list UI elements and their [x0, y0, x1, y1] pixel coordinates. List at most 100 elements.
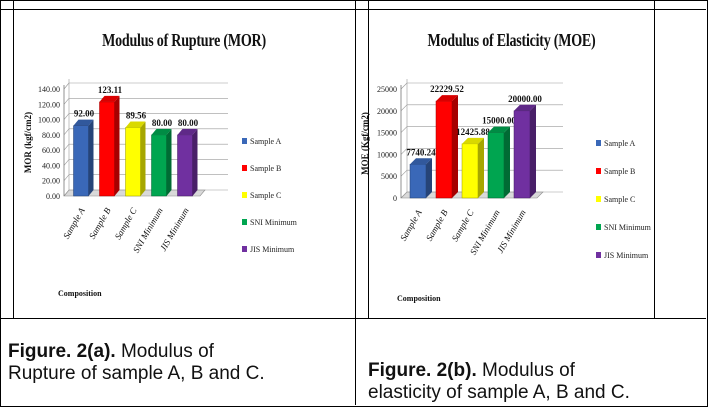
legend-swatch — [596, 196, 601, 202]
bar-side — [192, 128, 198, 196]
legend-swatch — [242, 165, 247, 171]
y-tick-label: 25000 — [377, 85, 397, 94]
bar — [99, 101, 115, 197]
table-divider-left — [13, 0, 14, 318]
data-label: 89.56 — [126, 111, 147, 121]
moe-chart-plot: 0 5000 10000 15000 20000 25000 MOE (Kgf/cm2) 77… — [360, 79, 652, 303]
data-label: 15000.00 — [482, 116, 516, 126]
table-divider-middle — [355, 0, 356, 405]
bar-side — [114, 95, 120, 196]
gridline — [63, 189, 70, 197]
data-label: 7740.24 — [406, 147, 436, 157]
legend-label: Sample C — [604, 195, 635, 204]
table-divider-right — [654, 0, 655, 318]
bar-top — [125, 121, 146, 128]
x-tick-label: Sample B — [87, 206, 113, 241]
legend-swatch — [596, 224, 601, 230]
y-tick-label: 40.00 — [42, 161, 60, 170]
y-tick-label: 20.00 — [42, 177, 60, 186]
bar-top — [177, 128, 198, 135]
bar-side — [452, 95, 458, 198]
data-label: 12425.88 — [456, 127, 490, 137]
bar-side — [426, 158, 432, 198]
y-tick-label: 5000 — [381, 172, 397, 181]
bar-top — [99, 95, 120, 102]
legend-swatch — [596, 168, 601, 174]
bar — [151, 134, 167, 197]
bar — [487, 132, 505, 199]
chart-title: Modulus of Rupture (MOR) — [102, 30, 266, 50]
caption-text: Modulus of — [120, 341, 214, 362]
legend-label: SNI Minimum — [604, 223, 652, 232]
bar-side — [504, 126, 510, 198]
gridline — [400, 82, 408, 90]
bar-top — [462, 137, 484, 144]
bar — [435, 100, 453, 199]
legend-label: JIS Minimum — [604, 251, 649, 260]
gridline — [63, 82, 70, 90]
bar — [513, 110, 531, 199]
y-tick-label: 140.00 — [38, 85, 60, 94]
y-tick-label: 10000 — [377, 150, 397, 159]
caption-label: Figure. 2(b). — [368, 360, 477, 381]
legend-label: Sample A — [250, 137, 282, 146]
data-label: 22229.52 — [430, 84, 464, 94]
legend-swatch — [596, 140, 601, 146]
y-tick-label: 0.00 — [46, 192, 60, 201]
gridline — [63, 128, 70, 136]
y-axis-label: MOR (kgf/cm2) — [23, 112, 33, 173]
bar-side — [166, 128, 172, 196]
table-rule-top — [0, 9, 706, 10]
moe-chart: Modulus of Elasticity (MOE) 0 5000 10000 15… — [360, 10, 654, 318]
data-label: 92.00 — [74, 109, 95, 119]
legend-label: SNI Minimum — [250, 218, 298, 227]
legend-swatch — [242, 219, 247, 225]
bar-side — [88, 119, 94, 196]
bar — [409, 164, 427, 199]
bar-top — [410, 158, 432, 165]
caption-text: Rupture of sample A, B and C. — [8, 363, 265, 384]
data-label: 123.11 — [98, 85, 123, 95]
gridline — [400, 104, 408, 112]
x-tick-label: Sample B — [424, 208, 450, 243]
mor-chart-plot: 0.00 20.00 40.00 60.00 80.00 100.00 120.00 140.… — [23, 79, 298, 298]
x-tick-label: Sample A — [61, 206, 87, 241]
caption-text: elasticity of sample A, B and C. — [368, 382, 630, 403]
bar-top — [436, 95, 458, 102]
gridline — [400, 169, 408, 177]
gridline — [63, 143, 70, 151]
bar — [73, 125, 89, 197]
y-tick-label: 15000 — [377, 129, 397, 138]
bar-side — [530, 104, 536, 198]
gridline — [400, 126, 408, 133]
gridline — [63, 159, 70, 166]
y-tick-label: 60.00 — [42, 146, 60, 155]
legend-label: Sample A — [604, 139, 636, 148]
data-label: 80.00 — [178, 118, 199, 128]
gridline — [63, 98, 70, 105]
legend-swatch — [596, 252, 601, 258]
x-axis-label: Composition — [397, 294, 441, 303]
table-divider-inner — [368, 0, 369, 318]
figure-caption-a: Figure. 2(a). Modulus of Rupture of samp… — [8, 341, 353, 385]
x-tick-label: Sample C — [450, 207, 477, 243]
bar-top — [73, 119, 94, 126]
gridline — [400, 191, 408, 199]
x-tick-label: Sample A — [398, 208, 424, 243]
y-tick-label: 120.00 — [38, 100, 60, 109]
legend-label: Sample B — [250, 164, 281, 173]
x-axis-label: Composition — [58, 289, 102, 298]
y-tick-label: 80.00 — [42, 131, 60, 140]
bar-top — [488, 126, 510, 133]
y-tick-label: 0 — [393, 194, 397, 203]
bar-top — [514, 104, 536, 111]
data-label: 80.00 — [152, 118, 173, 128]
figure-caption-b: Figure. 2(b). Modulus of elasticity of s… — [368, 360, 706, 404]
bar — [125, 127, 141, 197]
data-label: 20000.00 — [508, 94, 542, 104]
x-tick-label: Sample C — [113, 205, 140, 241]
bar-side — [478, 137, 484, 198]
legend-label: Sample B — [604, 167, 635, 176]
y-axis-label: MOE (Kgf/cm2) — [360, 112, 370, 175]
bar — [177, 134, 193, 197]
